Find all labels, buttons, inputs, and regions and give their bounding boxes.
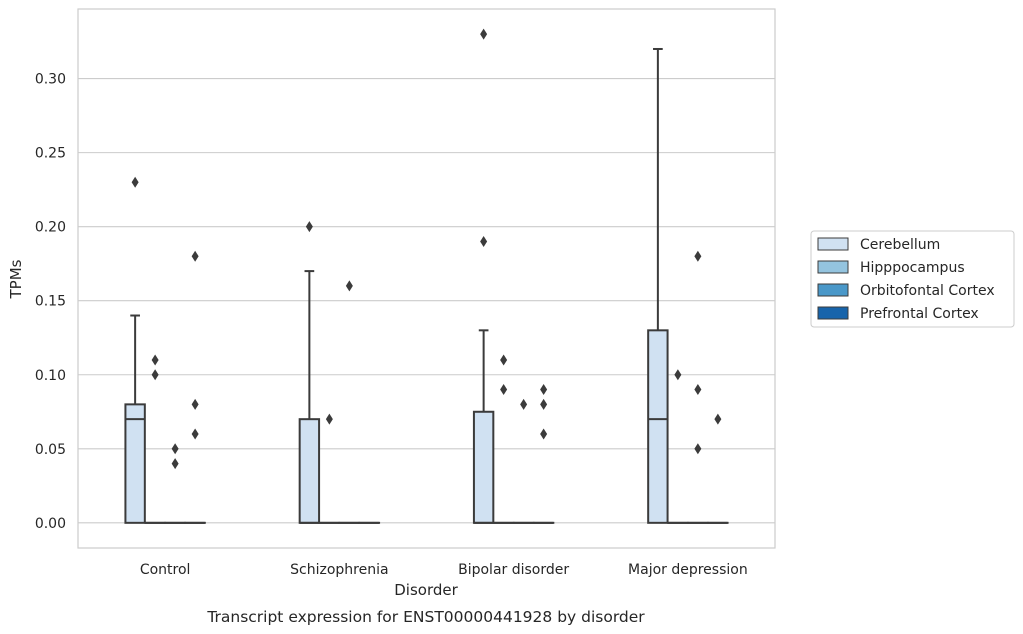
chart-title: Transcript expression for ENST0000044192… [206, 608, 645, 626]
y-tick-label: 0.15 [35, 294, 66, 310]
box-prefrontal-cortex [707, 413, 729, 524]
box-cerebellum [124, 176, 146, 524]
plot-area [77, 8, 776, 549]
outlier-point [325, 413, 333, 425]
legend-label: Hipppocampus [860, 260, 965, 276]
outlier-point [540, 384, 548, 396]
y-axis-label: TPMs [7, 259, 25, 299]
outlier-point [500, 384, 508, 396]
box-orbitofontal-cortex [512, 398, 535, 524]
box-cerebellum [647, 47, 669, 524]
box-body [647, 329, 669, 524]
x-tick-label: Bipolar disorder [458, 562, 569, 578]
box-hipppocampus [492, 354, 515, 524]
box-body [124, 403, 146, 524]
y-tick-label: 0.20 [35, 220, 66, 236]
y-tick-label: 0.30 [35, 72, 66, 88]
box-body [298, 418, 321, 524]
box-hipppocampus [144, 354, 166, 524]
legend-frame [810, 230, 1015, 328]
legend-label: Orbitofontal Cortex [860, 283, 995, 299]
box-prefrontal-cortex [184, 250, 206, 524]
outlier-point [305, 221, 313, 233]
outlier-point [674, 369, 682, 381]
legend-swatch [817, 237, 849, 251]
outlier-point [171, 458, 179, 470]
outlier-point [191, 428, 199, 440]
outlier-point [191, 250, 199, 262]
x-tick-label: Control [140, 562, 191, 578]
box-cerebellum [298, 221, 321, 524]
y-tick-label: 0.00 [35, 516, 66, 532]
legend-swatch [817, 260, 849, 274]
grid-lines [78, 78, 775, 524]
outlier-point [151, 369, 159, 381]
outlier-point [714, 413, 722, 425]
x-tick-labels: Control Schizophrenia Bipolar disorder Majo… [140, 562, 748, 578]
outlier-point [151, 354, 159, 366]
x-axis-label: Disorder [394, 581, 458, 599]
outlier-point [171, 443, 179, 455]
outlier-point [345, 280, 353, 292]
box-cerebellum [472, 28, 495, 524]
outlier-point [694, 443, 702, 455]
outlier-point [694, 384, 702, 396]
y-tick-label: 0.10 [35, 368, 66, 384]
x-tick-label: Schizophrenia [290, 562, 388, 578]
outlier-point [540, 398, 548, 410]
legend-label: Cerebellum [860, 237, 940, 253]
x-tick-label: Major depression [628, 562, 748, 578]
outlier-point [480, 28, 488, 40]
legend: Cerebellum Hipppocampus Orbitofontal Corte… [810, 230, 1015, 328]
legend-label: Prefrontal Cortex [860, 306, 979, 322]
outlier-point [500, 354, 508, 366]
outlier-point [191, 398, 199, 410]
outlier-point [694, 250, 702, 262]
outlier-point [520, 398, 528, 410]
box-prefrontal-cortex [532, 384, 555, 524]
legend-swatch [817, 306, 849, 320]
outlier-point [480, 235, 488, 247]
boxes [124, 28, 729, 524]
y-tick-label: 0.05 [35, 442, 66, 458]
box-orbitofontal-cortex [164, 443, 186, 524]
legend-swatch [817, 283, 849, 297]
y-tick-labels: 0.00 0.05 0.10 0.15 0.20 0.25 0.30 [35, 72, 66, 532]
outlier-point [540, 428, 548, 440]
box-body [472, 410, 495, 524]
outlier-point [131, 176, 139, 188]
y-tick-label: 0.25 [35, 146, 66, 162]
